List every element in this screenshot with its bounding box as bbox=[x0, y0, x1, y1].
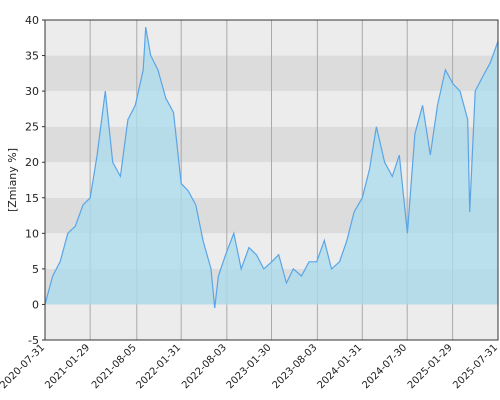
x-tick-label: 2024-01-31 bbox=[316, 342, 365, 391]
line bbox=[44, 26, 499, 309]
x-tick-label: 2023-01-30 bbox=[225, 342, 274, 391]
x-tick-label: 2024-07-30 bbox=[360, 342, 409, 391]
x-tick-label: 2020-07-31 bbox=[0, 342, 47, 391]
x-tick-label: 2022-08-03 bbox=[180, 342, 229, 391]
x-tick-label: 2021-08-05 bbox=[90, 342, 139, 391]
x-tick-label: 2025-07-31 bbox=[451, 342, 500, 391]
plot-frame bbox=[44, 19, 499, 341]
y-tick-label: 25 bbox=[25, 121, 39, 134]
y-tick-label: 15 bbox=[25, 192, 39, 205]
y-tick-label: -5 bbox=[28, 334, 39, 347]
y-tick-label: 20 bbox=[25, 156, 39, 169]
y-tick-label: 40 bbox=[25, 14, 39, 27]
x-tick-label: 2025-01-29 bbox=[406, 342, 455, 391]
y-tick-label: 30 bbox=[25, 85, 39, 98]
y-tick-label: 5 bbox=[32, 263, 39, 276]
x-tick-label: 2021-01-29 bbox=[43, 342, 92, 391]
y-tick-label: 0 bbox=[32, 298, 39, 311]
x-tick-label: 2023-08-03 bbox=[271, 342, 320, 391]
x-tick-label: 2022-01-31 bbox=[134, 342, 183, 391]
y-axis-label: [Zmiany %] bbox=[6, 148, 19, 212]
y-tick-label: 35 bbox=[25, 50, 39, 63]
area bbox=[45, 27, 498, 308]
y-tick-label: 10 bbox=[25, 227, 39, 240]
